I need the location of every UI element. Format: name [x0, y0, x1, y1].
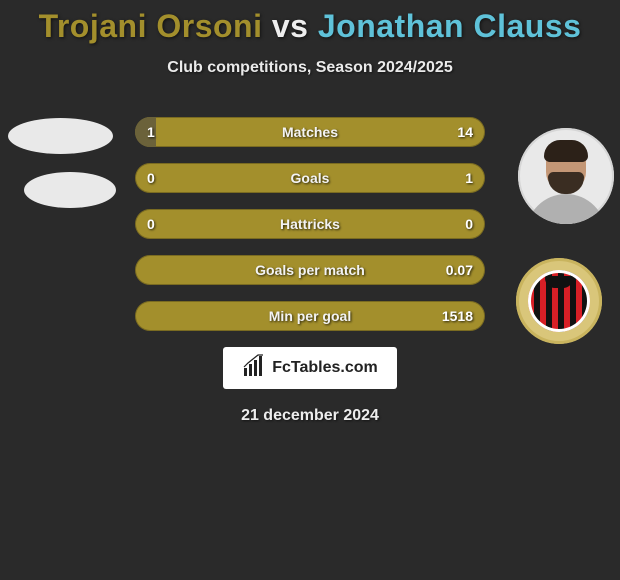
- stat-value-right: 1518: [430, 301, 485, 331]
- stat-row: 0Goals1: [135, 163, 485, 193]
- vs-text: vs: [272, 8, 309, 44]
- stat-label: Goals per match: [135, 255, 485, 285]
- bar-chart-icon: [242, 354, 266, 383]
- avatar-beard: [548, 172, 584, 194]
- player2-avatar: [518, 128, 614, 224]
- stat-value-right: 0.07: [434, 255, 485, 285]
- stat-value-right: 0: [453, 209, 485, 239]
- stat-value-right: 14: [445, 117, 485, 147]
- stat-label: Matches: [135, 117, 485, 147]
- stat-row: Goals per match0.07: [135, 255, 485, 285]
- stat-label: Goals: [135, 163, 485, 193]
- branding-badge: FcTables.com: [223, 347, 397, 389]
- player1-name: Trojani Orsoni: [39, 8, 263, 44]
- player2-club-crest: [516, 258, 602, 344]
- snapshot-date: 21 december 2024: [0, 407, 620, 425]
- season-subtitle: Club competitions, Season 2024/2025: [0, 59, 620, 77]
- stat-row: Min per goal1518: [135, 301, 485, 331]
- comparison-title: Trojani Orsoni vs Jonathan Clauss: [0, 0, 620, 45]
- player2-name: Jonathan Clauss: [318, 8, 582, 44]
- avatar-hair: [544, 140, 588, 162]
- stat-row: 0Hattricks0: [135, 209, 485, 239]
- stat-value-right: 1: [453, 163, 485, 193]
- avatar-shoulders: [526, 194, 606, 224]
- player1-avatar-placeholder: [8, 118, 113, 154]
- stat-label: Hattricks: [135, 209, 485, 239]
- player1-club-placeholder: [24, 172, 116, 208]
- stats-container: 1Matches140Goals10Hattricks0Goals per ma…: [135, 117, 485, 331]
- stat-row: 1Matches14: [135, 117, 485, 147]
- branding-text: FcTables.com: [272, 359, 378, 377]
